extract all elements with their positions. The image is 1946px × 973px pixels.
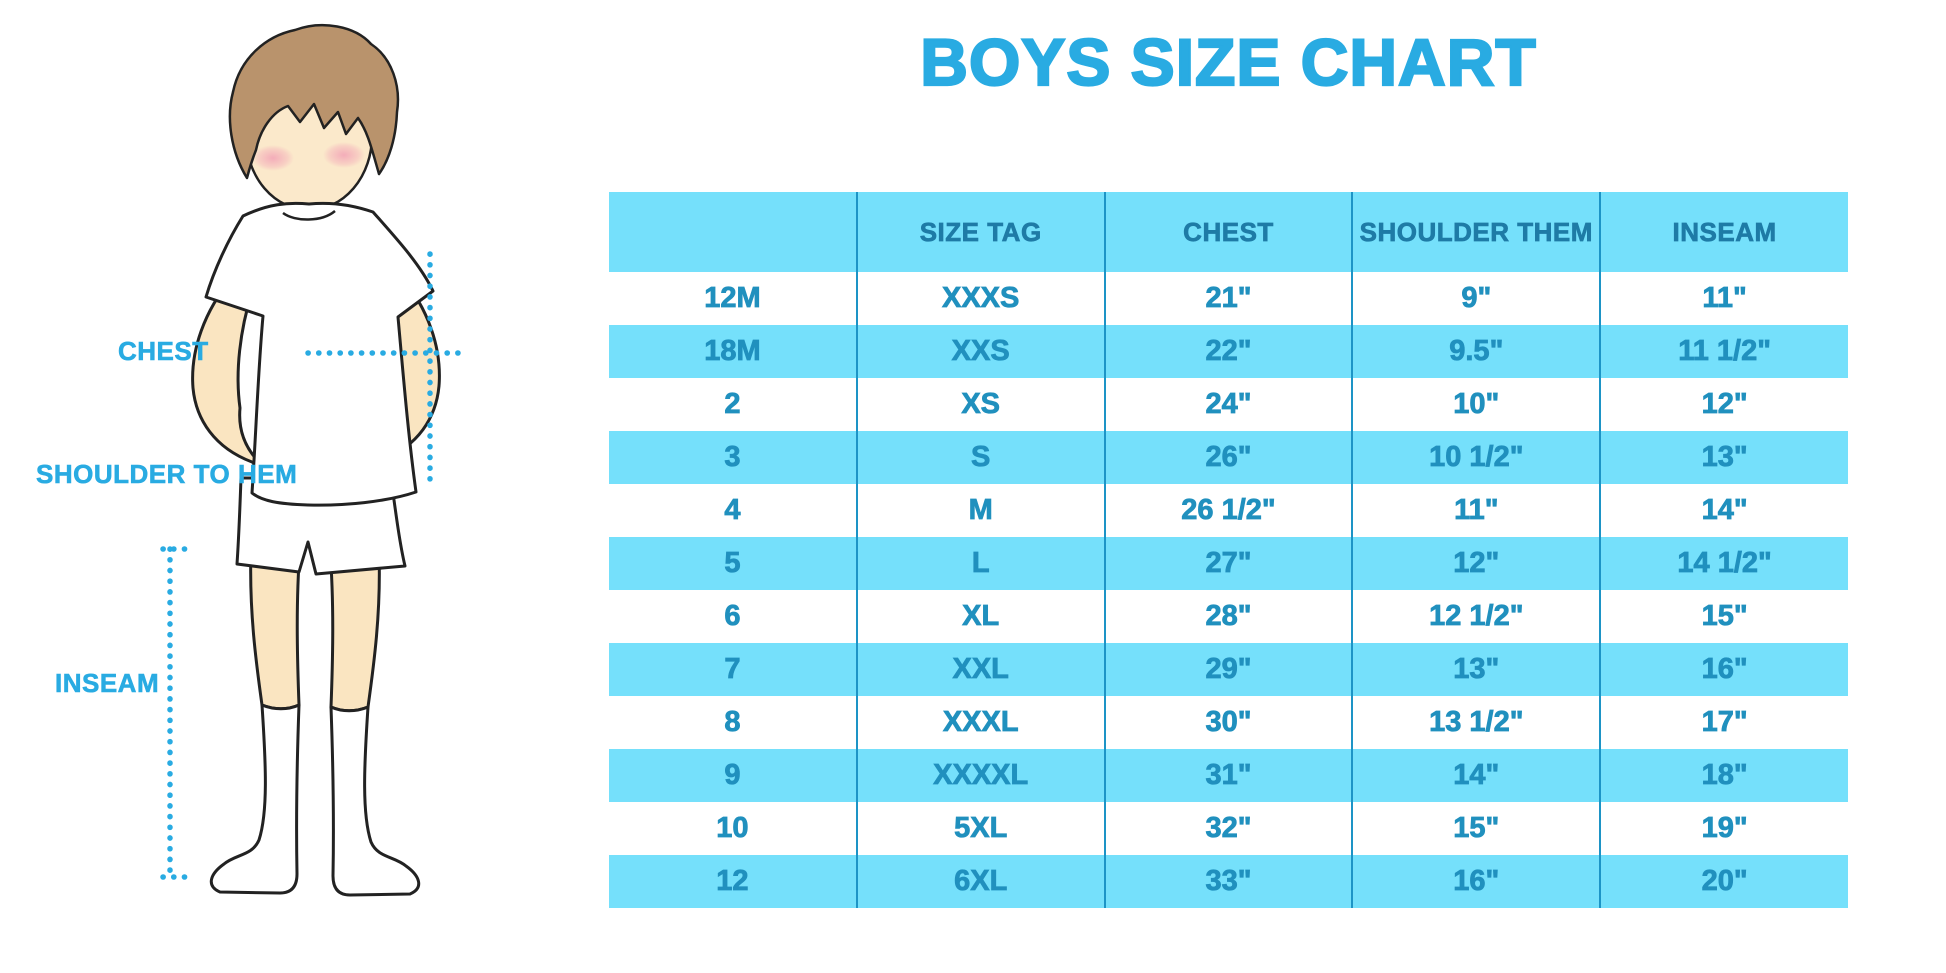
table-cell: 3: [609, 431, 857, 484]
table-cell: 7: [609, 643, 857, 696]
table-header-cell-chest: CHEST: [1103, 192, 1353, 272]
table-row: 9 XXXXL 31" 14" 18": [609, 749, 1848, 802]
table-row: 2 XS 24" 10" 12": [609, 378, 1848, 431]
table-cell: 26 1/2": [1103, 484, 1353, 537]
table-cell: 13 1/2": [1351, 696, 1601, 749]
table-cell: 13": [1599, 431, 1848, 484]
table-cell: XXXXL: [855, 749, 1105, 802]
table-cell: 24": [1103, 378, 1353, 431]
table-row: 4 M 26 1/2" 11" 14": [609, 484, 1848, 537]
table-header-cell-shoulder-them: SHOULDER THEM: [1351, 192, 1601, 272]
table-cell: 18": [1599, 749, 1848, 802]
blush-right: [323, 142, 365, 168]
table-cell: 27": [1103, 537, 1353, 590]
table-cell: S: [855, 431, 1105, 484]
table-cell: 11": [1351, 484, 1601, 537]
table-cell: 9": [1351, 272, 1601, 325]
table-cell: 12M: [704, 282, 761, 315]
table-cell: 17": [1599, 696, 1848, 749]
size-table: SIZE TAG CHEST SHOULDER THEM INSEAM 12M …: [609, 192, 1848, 908]
table-cell: XXS: [855, 325, 1105, 378]
table-cell: M: [855, 484, 1105, 537]
table-cell: 18M: [609, 325, 857, 378]
table-cell: L: [855, 537, 1105, 590]
table-cell: 9.5": [1351, 325, 1601, 378]
table-cell: 5: [609, 537, 857, 590]
table-header-cell-inseam: INSEAM: [1599, 192, 1848, 272]
table-row: 7 XXL 29" 13" 16": [609, 643, 1848, 696]
blush-left: [252, 145, 294, 171]
chest-label: CHEST: [118, 336, 209, 367]
boy-legs: [249, 546, 381, 713]
boy-hair: [228, 23, 400, 180]
table-header-cell-size: [609, 192, 857, 272]
table-row: 6 XL 28" 12 1/2" 15": [609, 590, 1848, 643]
table-cell: 10: [716, 812, 749, 845]
table-row: 18M XXS 22" 9.5" 11 1/2": [609, 325, 1848, 378]
table-header-cell-size-tag: SIZE TAG: [855, 192, 1105, 272]
table-cell: 14 1/2": [1599, 537, 1848, 590]
table-row: 12 6XL 33" 16" 20": [609, 855, 1848, 908]
table-cell: 4: [724, 494, 741, 527]
table-cell: 16": [1351, 855, 1601, 908]
table-cell: 12 1/2": [1351, 590, 1601, 643]
boy-socks: [209, 703, 421, 897]
inseam-label: INSEAM: [55, 668, 160, 699]
table-cell: 13": [1351, 643, 1601, 696]
page-title: BOYS SIZE CHART: [919, 25, 1537, 99]
table-row: 3 S 26" 10 1/2" 13": [609, 431, 1848, 484]
table-cell: 31": [1103, 749, 1353, 802]
table-row: 10 5XL 32" 15" 19": [609, 802, 1848, 855]
table-cell: 11": [1599, 272, 1848, 325]
table-cell: 32": [1103, 802, 1353, 855]
table-cell: 12": [1351, 537, 1601, 590]
table-cell: 12": [1599, 378, 1848, 431]
table-cell: 33": [1103, 855, 1353, 908]
table-cell: 2: [724, 388, 741, 421]
shirt-collar-line: [282, 209, 336, 221]
table-cell: 5XL: [855, 802, 1105, 855]
table-cell: 14": [1351, 749, 1601, 802]
table-cell: 20": [1599, 855, 1848, 908]
table-cell: 28": [1103, 590, 1353, 643]
table-row: 8 XXXL 30" 13 1/2" 17": [609, 696, 1848, 749]
shoulder-to-hem-label: SHOULDER TO HEM: [36, 459, 298, 490]
table-cell: 15": [1351, 802, 1601, 855]
table-cell: 29": [1103, 643, 1353, 696]
table-cell: 26": [1103, 431, 1353, 484]
table-cell: 21": [1103, 272, 1353, 325]
table-header-row: SIZE TAG CHEST SHOULDER THEM INSEAM: [609, 192, 1848, 272]
table-cell: 9: [609, 749, 857, 802]
table-cell: XXXS: [855, 272, 1105, 325]
measurement-diagram: CHEST SHOULDER TO HEM INSEAM: [0, 0, 620, 973]
table-cell: 8: [724, 706, 741, 739]
table-cell: 10": [1351, 378, 1601, 431]
table-row: 12M XXXS 21" 9" 11": [609, 272, 1848, 325]
table-cell: XXL: [855, 643, 1105, 696]
table-cell: 15": [1599, 590, 1848, 643]
table-row: 5 L 27" 12" 14 1/2": [609, 537, 1848, 590]
table-cell: 11 1/2": [1599, 325, 1848, 378]
table-cell: 22": [1103, 325, 1353, 378]
table-cell: 12: [609, 855, 857, 908]
table-cell: 16": [1599, 643, 1848, 696]
table-cell: XXXL: [855, 696, 1105, 749]
table-cell: 19": [1599, 802, 1848, 855]
boy-illustration: [160, 23, 464, 897]
table-cell: 30": [1103, 696, 1353, 749]
table-cell: 6: [724, 600, 741, 633]
table-cell: XL: [855, 590, 1105, 643]
table-cell: XS: [855, 378, 1105, 431]
table-cell: 6XL: [855, 855, 1105, 908]
table-cell: 14": [1599, 484, 1848, 537]
table-cell: 10 1/2": [1351, 431, 1601, 484]
